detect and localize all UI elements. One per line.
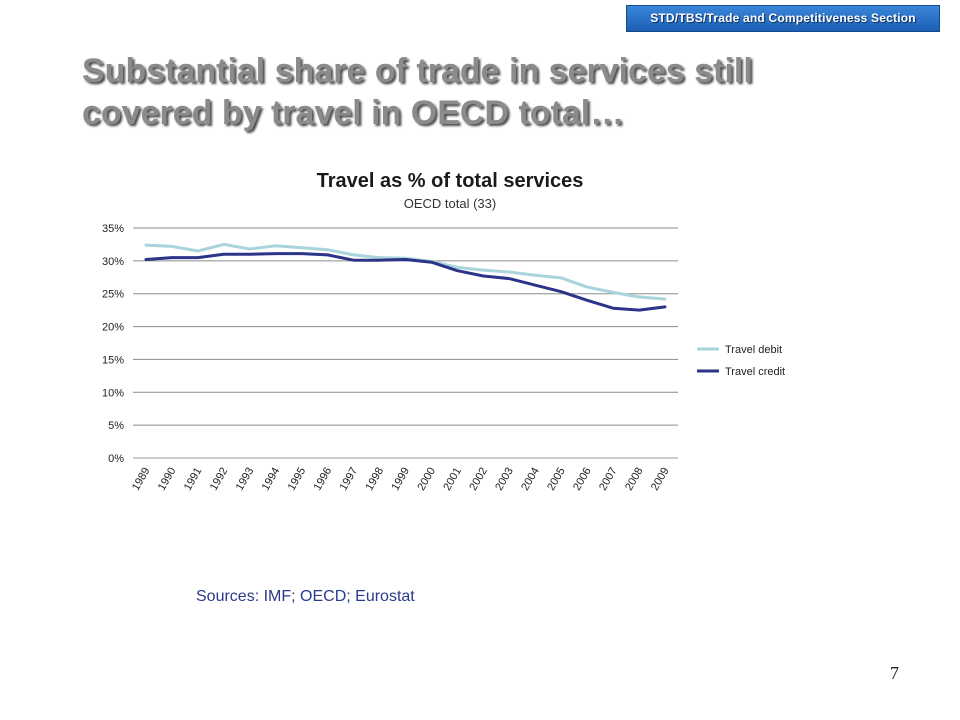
x-tick-label: 2001 [441, 466, 464, 493]
series-line [144, 242, 667, 301]
legend-entry: Travel debit [725, 344, 782, 356]
x-tick-label: 2002 [467, 466, 490, 493]
x-tick-label: 2008 [623, 466, 646, 493]
y-tick-label: 10% [102, 387, 124, 399]
x-tick-label: 1990 [156, 466, 179, 493]
y-tick-label: 35% [102, 223, 124, 235]
slide-title: Substantial share of trade in services s… [82, 52, 753, 132]
x-tick-label: 1997 [338, 466, 361, 493]
y-tick-label: 15% [102, 354, 124, 366]
page-number: 7 [890, 663, 899, 683]
x-tick-label: 2006 [571, 465, 594, 492]
x-tick-label: 1996 [312, 466, 335, 493]
x-tick-label: 2007 [597, 466, 620, 493]
x-tick-label: 1999 [389, 466, 412, 493]
y-tick-label: 30% [102, 256, 124, 268]
sources-note: Sources: IMF; OECD; Eurostat [196, 588, 415, 605]
y-tick-label: 5% [108, 420, 124, 432]
chart-title: Travel as % of total services [316, 170, 584, 192]
chart-subtitle: OECD total (33) [403, 196, 497, 211]
x-tick-label: 1994 [260, 466, 283, 493]
x-tick-label: 1993 [234, 466, 257, 493]
y-tick-label: 20% [102, 322, 124, 334]
y-tick-label: 0% [108, 453, 124, 465]
x-tick-label: 1989 [130, 466, 153, 493]
x-tick-label: 2005 [545, 466, 568, 493]
legend-entry: Travel credit [725, 366, 785, 378]
x-tick-label: 1992 [208, 466, 231, 493]
x-tick-label: 1991 [182, 466, 205, 493]
x-tick-label: 1995 [286, 466, 309, 493]
line-chart: 0%5%10%15%20%25%30%35%1989 1990 1991 1992 19… [102, 223, 785, 493]
y-tick-label: 25% [102, 289, 124, 301]
section-badge: STD/TBS/Trade and Competitiveness Sectio… [626, 5, 940, 32]
x-tick-label: 2003 [493, 466, 516, 493]
x-tick-label: 2004 [519, 466, 542, 493]
series-line [144, 252, 667, 312]
x-tick-label: 2009 [649, 466, 672, 493]
x-tick-label: 2000 [415, 466, 438, 493]
x-tick-label: 1998 [364, 466, 387, 493]
